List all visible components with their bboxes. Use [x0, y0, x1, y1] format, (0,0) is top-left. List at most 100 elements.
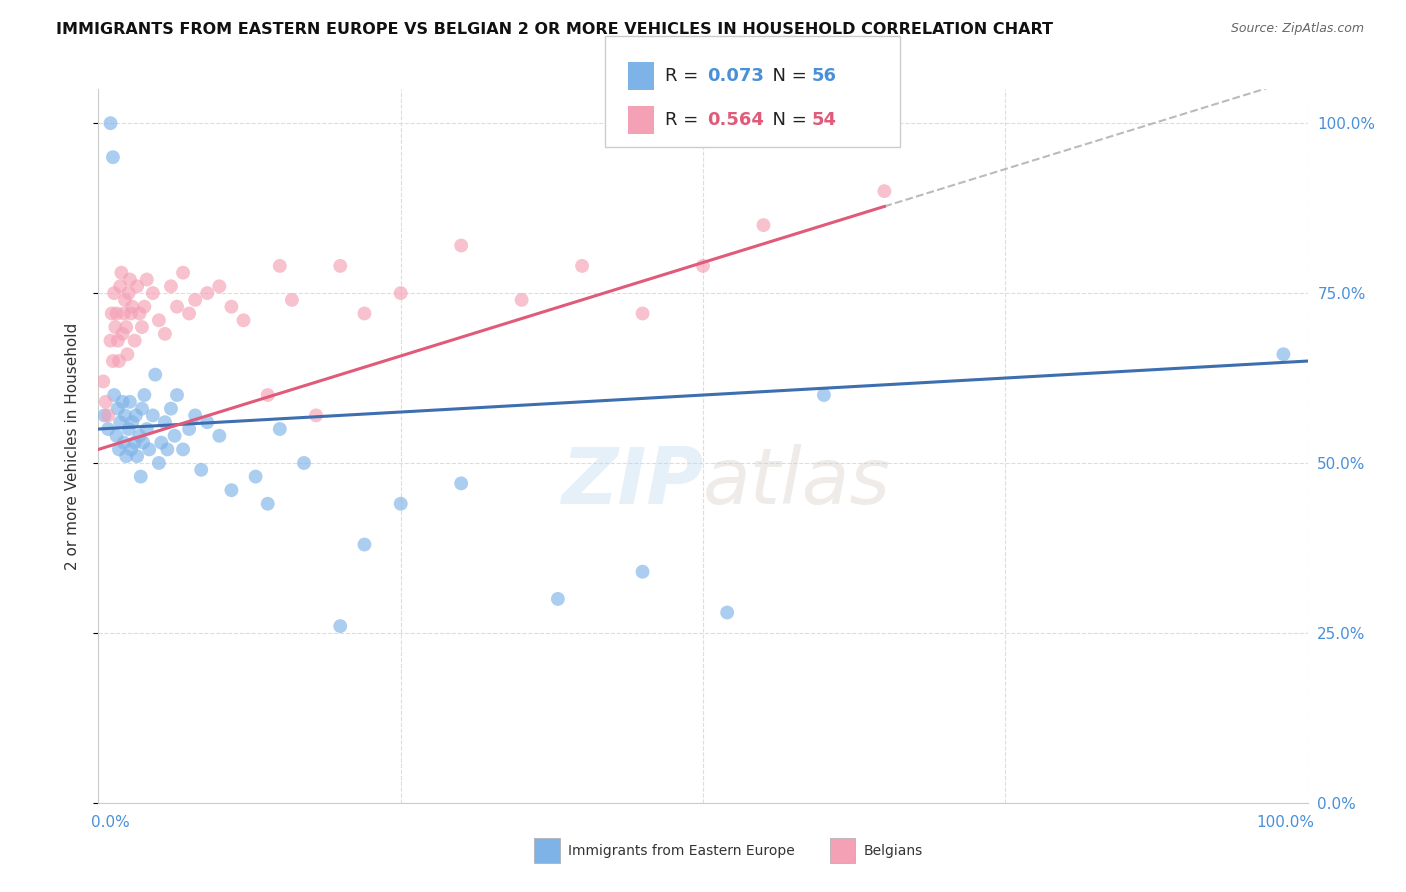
Point [148, 313, 170, 327]
Point [692, 259, 714, 273]
Point [353, 306, 375, 320]
Point [93, 409, 115, 423]
Text: 56: 56 [811, 67, 837, 85]
Point [107, 334, 129, 348]
Point [125, 409, 148, 423]
Point [547, 591, 569, 606]
Point [160, 279, 183, 293]
Point [108, 354, 131, 368]
Point [101, 150, 124, 164]
Point [190, 463, 212, 477]
Point [172, 442, 194, 457]
Point [100, 116, 122, 130]
Point [91, 375, 114, 389]
Point [121, 300, 143, 314]
Text: 54: 54 [811, 112, 837, 129]
Point [873, 184, 896, 198]
Point [752, 218, 775, 232]
Point [716, 606, 738, 620]
Point [510, 293, 533, 307]
Text: Immigrants from Eastern Europe: Immigrants from Eastern Europe [568, 844, 794, 857]
Point [118, 422, 141, 436]
Point [101, 354, 124, 368]
Point [120, 306, 142, 320]
Point [143, 368, 166, 382]
Point [115, 320, 138, 334]
Point [104, 320, 127, 334]
Point [97, 409, 120, 423]
Point [269, 259, 291, 273]
Point [118, 286, 141, 301]
Point [389, 497, 412, 511]
Point [353, 537, 375, 551]
Point [111, 394, 134, 409]
Point [127, 279, 149, 293]
Text: IMMIGRANTS FROM EASTERN EUROPE VS BELGIAN 2 OR MORE VEHICLES IN HOUSEHOLD CORREL: IMMIGRANTS FROM EASTERN EUROPE VS BELGIA… [56, 22, 1053, 37]
Text: N =: N = [761, 112, 813, 129]
Point [121, 415, 143, 429]
Point [813, 388, 835, 402]
Point [631, 306, 654, 320]
Y-axis label: 2 or more Vehicles in Household: 2 or more Vehicles in Household [65, 322, 80, 570]
Point [120, 442, 142, 457]
Point [108, 279, 131, 293]
Point [1272, 347, 1295, 361]
Text: Source: ZipAtlas.com: Source: ZipAtlas.com [1230, 22, 1364, 36]
Text: ZIP: ZIP [561, 443, 703, 520]
Point [105, 306, 128, 320]
Point [172, 266, 194, 280]
Point [256, 497, 278, 511]
Point [329, 259, 352, 273]
Point [150, 435, 173, 450]
Point [128, 429, 150, 443]
Text: N =: N = [761, 67, 813, 85]
Point [107, 401, 129, 416]
Point [134, 300, 156, 314]
Point [108, 442, 131, 457]
Point [221, 483, 243, 498]
Point [127, 449, 149, 463]
Point [142, 286, 165, 301]
Point [156, 442, 179, 457]
Point [115, 449, 138, 463]
Point [292, 456, 315, 470]
Point [103, 286, 125, 301]
Point [100, 334, 122, 348]
Point [179, 422, 201, 436]
Point [232, 313, 254, 327]
Point [105, 429, 128, 443]
Point [179, 306, 201, 320]
Point [163, 429, 186, 443]
Point [153, 415, 176, 429]
Point [153, 326, 176, 341]
Point [118, 272, 141, 286]
Point [135, 272, 157, 286]
Point [114, 293, 136, 307]
Text: 100.0%: 100.0% [1257, 815, 1315, 830]
Point [135, 422, 157, 436]
Point [329, 619, 352, 633]
Text: 0.073: 0.073 [707, 67, 763, 85]
Point [100, 306, 122, 320]
Point [110, 266, 132, 280]
Text: R =: R = [665, 112, 704, 129]
Point [571, 259, 593, 273]
Point [112, 306, 135, 320]
Point [129, 469, 152, 483]
Point [245, 469, 267, 483]
Point [184, 293, 207, 307]
Point [111, 326, 134, 341]
Point [131, 401, 153, 416]
Point [132, 435, 155, 450]
Text: atlas: atlas [703, 443, 891, 520]
Point [138, 442, 160, 457]
Point [128, 306, 150, 320]
Point [131, 320, 153, 334]
Point [114, 409, 136, 423]
Point [112, 435, 135, 450]
Text: 0.0%: 0.0% [91, 815, 131, 830]
Text: R =: R = [665, 67, 704, 85]
Point [103, 388, 125, 402]
Point [148, 456, 170, 470]
Text: 0.564: 0.564 [707, 112, 763, 129]
